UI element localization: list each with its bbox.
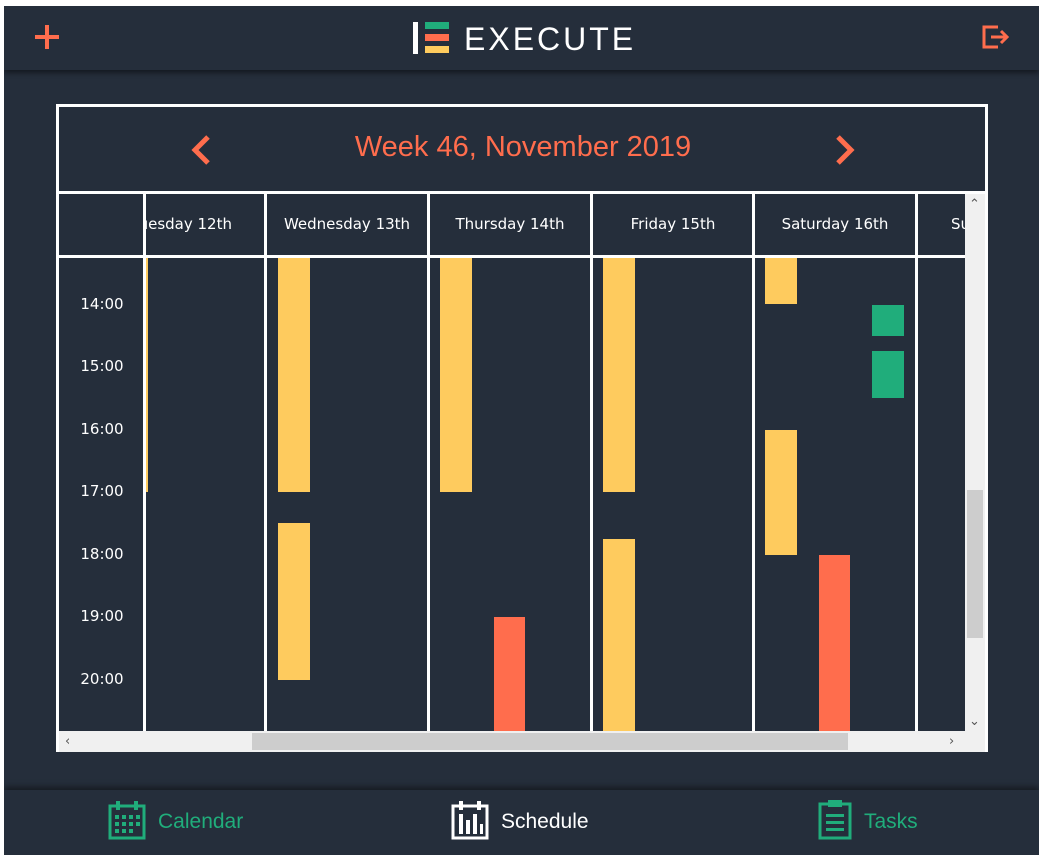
nav-schedule-label: Schedule <box>501 810 589 833</box>
time-label: 16:00 <box>80 420 124 438</box>
scroll-down-icon[interactable]: ⌄ <box>969 714 980 729</box>
schedule-grid[interactable]: Tuesday 12th Wednesday 13th Thursday 14t… <box>59 194 985 752</box>
chevron-left-icon <box>191 135 210 165</box>
day-header-thursday: Thursday 14th <box>455 215 565 233</box>
day-header-sunday: Sunday 17th <box>951 215 965 233</box>
vertical-scroll-thumb[interactable] <box>967 490 983 638</box>
day-header-tuesday: Tuesday 12th <box>145 215 232 233</box>
time-label: 15:00 <box>80 357 124 375</box>
event-saturday-3[interactable] <box>819 555 850 731</box>
column-divider <box>143 194 146 731</box>
week-header: Week 46, November 2019 <box>59 107 985 194</box>
vertical-scrollbar[interactable]: ⌃ ⌄ <box>965 194 985 731</box>
horizontal-scrollbar[interactable]: ‹ › <box>59 731 965 752</box>
calendar-icon <box>108 801 146 840</box>
event-saturday-1[interactable] <box>765 258 797 304</box>
scroll-left-icon[interactable]: ‹ <box>65 734 71 749</box>
event-saturday-5[interactable] <box>872 351 904 398</box>
event-friday-1[interactable] <box>603 258 635 492</box>
week-calendar: Week 46, November 2019 Tuesday 12th Wedn… <box>56 104 988 752</box>
scroll-right-icon[interactable]: › <box>949 734 955 749</box>
column-divider <box>427 194 430 731</box>
schedule-icon <box>451 801 489 840</box>
column-divider <box>264 194 267 731</box>
bottom-navigation: Calendar Schedule Tasks <box>4 790 1039 855</box>
nav-tasks-label: Tasks <box>864 810 918 833</box>
day-header-wednesday: Wednesday 13th <box>283 215 411 233</box>
time-label: 18:00 <box>80 545 124 563</box>
time-label: 17:00 <box>80 482 124 500</box>
next-week-button[interactable] <box>830 133 860 167</box>
app-logo: EXECUTE <box>412 20 652 57</box>
clipboard-icon <box>818 800 852 840</box>
event-wednesday-2[interactable] <box>278 523 310 680</box>
time-label: 20:00 <box>80 670 124 688</box>
nav-tasks[interactable]: Tasks <box>818 800 948 842</box>
chevron-right-icon <box>836 135 855 165</box>
event-thursday-1[interactable] <box>440 258 472 492</box>
event-saturday-4[interactable] <box>872 305 904 336</box>
column-divider <box>915 194 918 731</box>
plus-icon <box>35 25 59 49</box>
time-label: 14:00 <box>80 295 124 313</box>
previous-week-button[interactable] <box>186 133 216 167</box>
nav-calendar[interactable]: Calendar <box>108 800 268 842</box>
horizontal-scroll-thumb[interactable] <box>252 733 848 750</box>
event-thursday-2[interactable] <box>494 617 525 731</box>
day-header-friday: Friday 15th <box>630 215 716 233</box>
column-divider <box>752 194 755 731</box>
column-divider <box>590 194 593 731</box>
nav-schedule[interactable]: Schedule <box>451 800 611 842</box>
nav-calendar-label: Calendar <box>158 810 244 833</box>
week-title: Week 46, November 2019 <box>354 131 692 163</box>
time-label: 19:00 <box>80 607 124 625</box>
app-title: EXECUTE <box>464 21 637 57</box>
scroll-up-icon[interactable]: ⌃ <box>969 197 980 212</box>
event-friday-2[interactable] <box>603 539 635 731</box>
event-saturday-2[interactable] <box>765 430 797 555</box>
logout-button[interactable] <box>980 22 1010 52</box>
event-tuesday-yellow[interactable] <box>145 258 148 492</box>
event-wednesday-1[interactable] <box>278 258 310 492</box>
logo-icon <box>413 22 449 54</box>
day-header-saturday: Saturday 16th <box>781 215 889 233</box>
scrollbar-corner <box>965 731 985 752</box>
top-bar: EXECUTE <box>4 6 1039 70</box>
app-window: EXECUTE Week 46, November 2019 <box>4 6 1039 855</box>
logout-icon <box>982 25 1010 49</box>
add-button[interactable] <box>32 22 62 52</box>
header-divider <box>59 255 965 258</box>
